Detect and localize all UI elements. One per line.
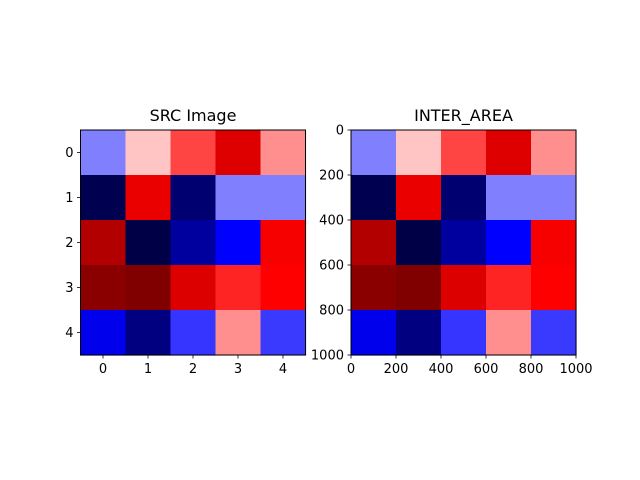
src-image-y-tick-label-4: 4 xyxy=(65,326,73,341)
src-image-x-tick-label-1: 1 xyxy=(144,362,152,377)
inter-area-cell-r1-c1 xyxy=(396,175,442,221)
src-image-panel: SRC Image 0 1 2 3 4 0 1 2 3 4 xyxy=(65,106,307,377)
src-image-y-tick-label-1: 1 xyxy=(65,191,73,206)
src-image-cell-r2-c0 xyxy=(80,220,127,266)
inter-area-cell-r1-c3 xyxy=(486,175,532,221)
inter-area-cell-r3-c2 xyxy=(441,265,487,311)
inter-area-y-tick-label-200: 200 xyxy=(319,169,344,184)
inter-area-y-tick-label-0: 0 xyxy=(336,124,344,139)
src-image-y-tick-label-3: 3 xyxy=(65,281,73,296)
inter-area-y-tick-label-400: 400 xyxy=(319,214,344,229)
inter-area-cell-r1-c4 xyxy=(531,175,577,221)
inter-area-cell-r4-c2 xyxy=(441,310,487,356)
inter-area-cell-r0-c2 xyxy=(441,130,487,176)
src-image-cell-r0-c2 xyxy=(170,130,217,176)
inter-area-y-tick-label-800: 800 xyxy=(319,304,344,319)
inter-area-x-tick-label-600: 600 xyxy=(474,362,499,377)
src-image-cell-r2-c3 xyxy=(215,220,262,266)
src-image-cell-r3-c4 xyxy=(260,265,307,311)
inter-area-cell-r2-c0 xyxy=(351,220,397,266)
src-image-cell-r3-c1 xyxy=(125,265,172,311)
inter-area-x-tick-label-1000: 1000 xyxy=(559,362,592,377)
inter-area-cell-r4-c0 xyxy=(351,310,397,356)
src-image-cell-r1-c1 xyxy=(125,175,172,221)
src-image-cell-r4-c2 xyxy=(170,310,217,356)
inter-area-y-tick-label-1000: 1000 xyxy=(311,349,344,364)
inter-area-cell-r1-c2 xyxy=(441,175,487,221)
src-image-cell-r4-c0 xyxy=(80,310,127,356)
inter-area-cell-r2-c3 xyxy=(486,220,532,266)
inter-area-title: INTER_AREA xyxy=(414,106,513,126)
inter-area-cell-r3-c3 xyxy=(486,265,532,311)
inter-area-cell-r3-c4 xyxy=(531,265,577,311)
src-image-cell-r0-c3 xyxy=(215,130,262,176)
src-image-cell-r1-c3 xyxy=(215,175,262,221)
src-image-y-tick-label-2: 2 xyxy=(65,236,73,251)
inter-area-axes-frame xyxy=(350,129,577,356)
inter-area-cell-r2-c4 xyxy=(531,220,577,266)
src-image-x-tick-label-4: 4 xyxy=(279,362,287,377)
src-image-y-tick-label-0: 0 xyxy=(65,146,73,161)
inter-area-cell-r0-c4 xyxy=(531,130,577,176)
inter-area-cell-r2-c1 xyxy=(396,220,442,266)
src-image-cell-r1-c2 xyxy=(170,175,217,221)
src-image-title: SRC Image xyxy=(150,106,237,125)
inter-area-x-tick-label-400: 400 xyxy=(429,362,454,377)
src-image-cell-r4-c3 xyxy=(215,310,262,356)
src-image-cell-r3-c2 xyxy=(170,265,217,311)
inter-area-cell-r0-c1 xyxy=(396,130,442,176)
inter-area-cell-r0-c3 xyxy=(486,130,532,176)
src-image-cell-r4-c4 xyxy=(260,310,307,356)
inter-area-cell-r3-c0 xyxy=(351,265,397,311)
inter-area-x-tick-label-800: 800 xyxy=(519,362,544,377)
src-image-x-tick-label-0: 0 xyxy=(99,362,107,377)
src-image-cell-r0-c4 xyxy=(260,130,307,176)
src-image-cell-r0-c0 xyxy=(80,130,127,176)
src-image-x-tick-label-3: 3 xyxy=(234,362,242,377)
src-image-cell-r2-c4 xyxy=(260,220,307,266)
inter-area-cell-r3-c1 xyxy=(396,265,442,311)
src-image-cell-r2-c1 xyxy=(125,220,172,266)
src-image-cell-r3-c0 xyxy=(80,265,127,311)
src-image-cell-r4-c1 xyxy=(125,310,172,356)
src-image-cell-r2-c2 xyxy=(170,220,217,266)
src-image-x-tick-label-2: 2 xyxy=(189,362,197,377)
inter-area-cell-r4-c3 xyxy=(486,310,532,356)
src-image-cell-r0-c1 xyxy=(125,130,172,176)
src-image-cell-r1-c4 xyxy=(260,175,307,221)
inter-area-x-tick-label-200: 200 xyxy=(384,362,409,377)
inter-area-cell-r2-c2 xyxy=(441,220,487,266)
inter-area-x-tick-label-0: 0 xyxy=(347,362,355,377)
inter-area-cell-r1-c0 xyxy=(351,175,397,221)
inter-area-y-tick-label-600: 600 xyxy=(319,259,344,274)
src-image-cell-r1-c0 xyxy=(80,175,127,221)
inter-area-cell-r4-c4 xyxy=(531,310,577,356)
inter-area-cell-r0-c0 xyxy=(351,130,397,176)
src-image-cell-r3-c3 xyxy=(215,265,262,311)
inter-area-cell-r4-c1 xyxy=(396,310,442,356)
